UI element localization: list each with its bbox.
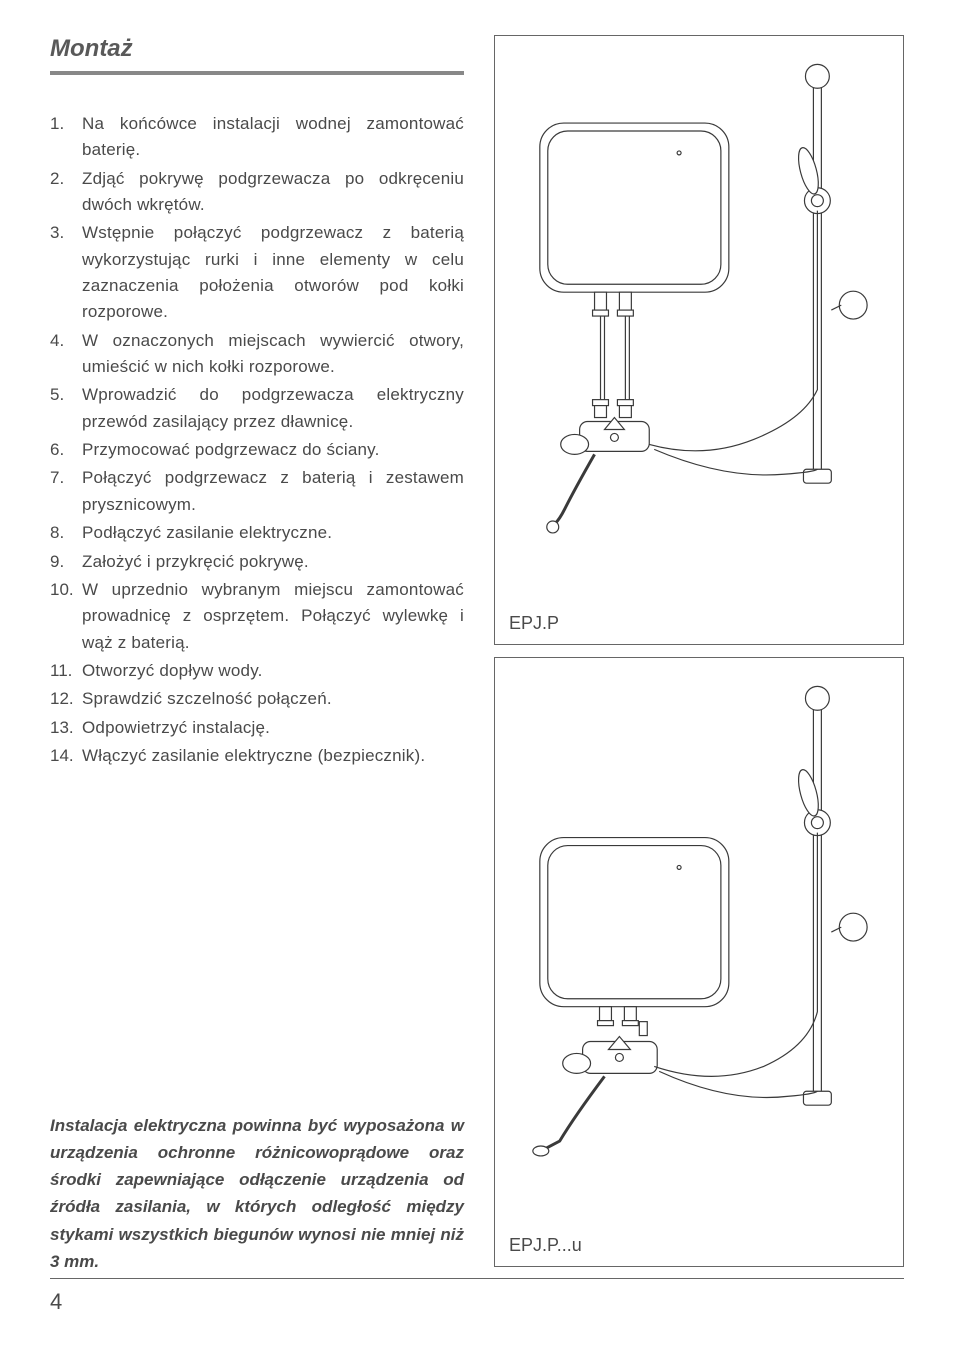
- list-item: 7.Połączyć podgrzewacz z baterią i zesta…: [50, 465, 464, 518]
- list-item: 6.Przymocować podgrzewacz do ściany.: [50, 437, 464, 463]
- list-number: 5.: [50, 382, 82, 435]
- list-item: 3.Wstępnie połączyć podgrzewacz z bateri…: [50, 220, 464, 325]
- list-number: 4.: [50, 328, 82, 381]
- list-text: Założyć i przykręcić pokrywę.: [82, 549, 464, 575]
- footer-divider: [50, 1278, 904, 1279]
- list-number: 8.: [50, 520, 82, 546]
- list-number: 7.: [50, 465, 82, 518]
- list-text: Zdjąć pokrywę podgrzewacza po odkręceniu…: [82, 166, 464, 219]
- list-text: Przymocować podgrzewacz do ściany.: [82, 437, 464, 463]
- section-title: Montaż: [50, 35, 464, 63]
- diagram-top-box: EPJ.P: [494, 35, 904, 645]
- list-item: 14.Włączyć zasilanie elektryczne (bez­pi…: [50, 743, 464, 769]
- list-text: Podłączyć zasilanie elektryczne.: [82, 520, 464, 546]
- safety-note: Instalacja elektryczna powinna być wypos…: [50, 1112, 464, 1275]
- list-item: 2.Zdjąć pokrywę podgrzewacza po odkręcen…: [50, 166, 464, 219]
- diagram-bottom-label: EPJ.P...u: [509, 1235, 893, 1256]
- list-text: Na końcówce instalacji wodnej za­montowa…: [82, 111, 464, 164]
- list-number: 9.: [50, 549, 82, 575]
- list-item: 10.W uprzednio wybranym miejscu za­monto…: [50, 577, 464, 656]
- list-item: 5.Wprowadzić do podgrzewacza elektryczny…: [50, 382, 464, 435]
- list-item: 11.Otworzyć dopływ wody.: [50, 658, 464, 684]
- title-divider: [50, 71, 464, 75]
- list-item: 8.Podłączyć zasilanie elektryczne.: [50, 520, 464, 546]
- page-footer: 4: [50, 1278, 904, 1315]
- list-text: Wstępnie połączyć podgrzewacz z baterią …: [82, 220, 464, 325]
- left-column: Montaż 1.Na końcówce instalacji wodnej z…: [50, 35, 464, 1315]
- right-column: EPJ.P: [494, 35, 904, 1315]
- list-text: Otworzyć dopływ wody.: [82, 658, 464, 684]
- list-number: 12.: [50, 686, 82, 712]
- list-number: 6.: [50, 437, 82, 463]
- list-text: Odpowietrzyć instalację.: [82, 715, 464, 741]
- list-number: 3.: [50, 220, 82, 325]
- list-text: Połączyć podgrzewacz z baterią i zestawe…: [82, 465, 464, 518]
- diagram-bottom-box: EPJ.P...u: [494, 657, 904, 1267]
- list-text: Włączyć zasilanie elektryczne (bez­piecz…: [82, 743, 464, 769]
- list-number: 10.: [50, 577, 82, 656]
- list-item: 13.Odpowietrzyć instalację.: [50, 715, 464, 741]
- list-number: 1.: [50, 111, 82, 164]
- instruction-list: 1.Na końcówce instalacji wodnej za­monto…: [50, 111, 464, 771]
- list-number: 13.: [50, 715, 82, 741]
- list-number: 11.: [50, 658, 82, 684]
- page-container: Montaż 1.Na końcówce instalacji wodnej z…: [50, 35, 904, 1315]
- list-item: 12.Sprawdzić szczelność połączeń.: [50, 686, 464, 712]
- list-text: Sprawdzić szczelność połączeń.: [82, 686, 464, 712]
- list-text: W oznaczonych miejscach wywiercić otwory…: [82, 328, 464, 381]
- list-item: 4.W oznaczonych miejscach wywiercić otwo…: [50, 328, 464, 381]
- page-number: 4: [50, 1289, 904, 1315]
- list-number: 14.: [50, 743, 82, 769]
- list-text: Wprowadzić do podgrzewacza elektryczny p…: [82, 382, 464, 435]
- list-item: 1.Na końcówce instalacji wodnej za­monto…: [50, 111, 464, 164]
- diagram-bottom-icon: [505, 668, 893, 1231]
- diagram-top-label: EPJ.P: [509, 613, 893, 634]
- list-text: W uprzednio wybranym miejscu za­montować…: [82, 577, 464, 656]
- list-number: 2.: [50, 166, 82, 219]
- list-item: 9.Założyć i przykręcić pokrywę.: [50, 549, 464, 575]
- diagram-top-icon: [505, 46, 893, 609]
